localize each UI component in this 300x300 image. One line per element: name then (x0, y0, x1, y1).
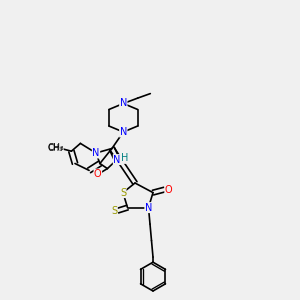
Text: N: N (113, 154, 121, 165)
Text: O: O (165, 184, 172, 195)
Text: CH₃: CH₃ (48, 144, 63, 153)
Text: N: N (92, 148, 100, 158)
Text: H: H (121, 153, 128, 164)
Text: N: N (120, 98, 127, 109)
Text: O: O (94, 169, 102, 179)
Text: N: N (120, 127, 127, 137)
Text: N: N (145, 202, 152, 213)
Text: S: S (111, 206, 117, 216)
Text: CH₃: CH₃ (47, 143, 64, 152)
Text: S: S (120, 188, 126, 198)
